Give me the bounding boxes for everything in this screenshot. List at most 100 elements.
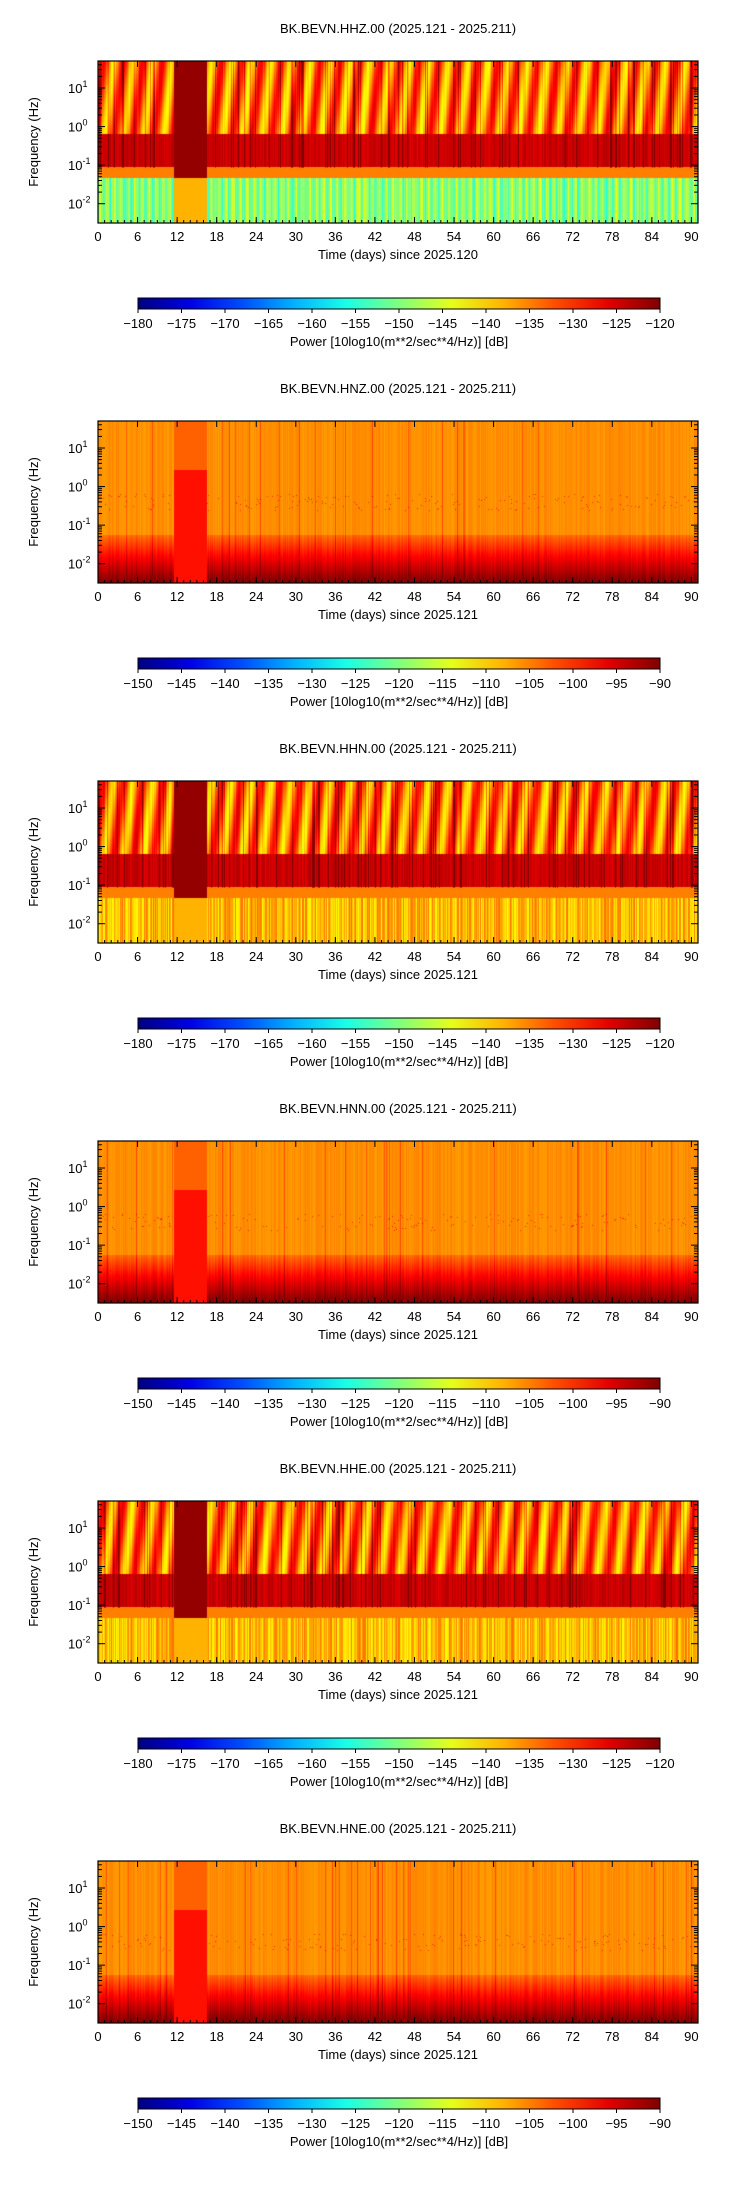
colorbar-tick-label: −175 [167,316,196,331]
spectrogram-panel: BK.BEVN.HHN.00 (2025.121 - 2025.211) 0 6 12… [26,741,699,1069]
colorbar-tick-label: −140 [210,676,239,691]
x-tick-label: 72 [565,1309,579,1324]
x-axis-label: Time (days) since 2025.121 [318,1327,478,1342]
y-tick-label: 10-2 [68,1995,90,2012]
x-tick-label: 6 [134,229,141,244]
x-tick-label: 66 [526,2029,540,2044]
colorbar-tick-label: −160 [297,316,326,331]
colorbar-tick-label: −90 [649,2116,671,2131]
colorbar-tick-label: −140 [471,1756,500,1771]
colorbar-tick-label: −145 [428,1756,457,1771]
chart-title: BK.BEVN.HNE.00 (2025.121 - 2025.211) [280,1821,517,1836]
colorbar-tick-label: −120 [645,1036,674,1051]
x-tick-label: 12 [170,589,184,604]
y-tick-label: 100 [68,478,87,495]
x-tick-label: 18 [209,949,223,964]
y-tick-label: 10-2 [68,1275,90,1292]
x-tick-label: 48 [407,2029,421,2044]
x-tick-label: 90 [684,949,698,964]
y-tick-label: 10-2 [68,915,90,932]
x-tick-label: 24 [249,949,263,964]
y-axis-label: Frequency (Hz) [26,97,41,187]
colorbar-tick-label: −145 [167,676,196,691]
x-tick-label: 78 [605,2029,619,2044]
colorbar-tick-label: −110 [472,1396,500,1411]
y-tick-label: 100 [68,838,87,855]
colorbar-tick-label: −165 [254,1036,283,1051]
colorbar-tick-label: −125 [341,2116,370,2131]
colorbar-label: Power [10log10(m**2/sec**4/Hz)] [dB] [290,2134,508,2149]
x-tick-label: 6 [134,1669,141,1684]
x-tick-label: 24 [249,1309,263,1324]
x-tick-label: 78 [605,1669,619,1684]
spectrogram-panel: BK.BEVN.HNN.00 (2025.121 - 2025.211) 0 6 12… [26,1101,699,1429]
colorbar-tick-label: −135 [254,2116,283,2131]
y-tick-label: 101 [68,439,87,456]
x-tick-label: 60 [486,589,500,604]
colorbar-tick-label: −160 [297,1036,326,1051]
colorbar-tick-label: −90 [649,1396,671,1411]
x-tick-label: 12 [170,1309,184,1324]
colorbar-tick-label: −150 [123,1396,152,1411]
x-tick-label: 60 [486,229,500,244]
x-tick-label: 36 [328,229,342,244]
spectrogram-image [98,61,698,223]
colorbar-tick-label: −90 [649,676,671,691]
x-tick-label: 42 [368,1669,382,1684]
x-axis-label: Time (days) since 2025.121 [318,967,478,982]
colorbar [137,657,661,670]
colorbar-label: Power [10log10(m**2/sec**4/Hz)] [dB] [290,334,508,349]
colorbar-tick-label: −135 [515,316,544,331]
x-tick-label: 90 [684,589,698,604]
colorbar-tick-label: −150 [384,316,413,331]
x-tick-label: 0 [94,949,101,964]
colorbar-tick-label: −150 [384,1036,413,1051]
x-tick-label: 36 [328,949,342,964]
y-tick-label: 10-1 [68,1596,90,1613]
x-tick-label: 18 [209,2029,223,2044]
x-tick-label: 0 [94,589,101,604]
colorbar-label: Power [10log10(m**2/sec**4/Hz)] [dB] [290,1054,508,1069]
x-tick-label: 42 [368,229,382,244]
colorbar-label: Power [10log10(m**2/sec**4/Hz)] [dB] [290,1414,508,1429]
colorbar-tick-label: −105 [515,676,544,691]
y-axis-label: Frequency (Hz) [26,1177,41,1267]
colorbar-tick-label: −175 [167,1036,196,1051]
colorbar-tick-label: −125 [602,1036,631,1051]
y-tick-label: 101 [68,79,87,96]
x-tick-label: 72 [565,229,579,244]
colorbar [137,2097,661,2110]
x-tick-label: 66 [526,949,540,964]
x-tick-label: 24 [249,1669,263,1684]
x-tick-label: 30 [289,2029,303,2044]
x-tick-label: 48 [407,229,421,244]
x-axis-label: Time (days) since 2025.121 [318,1687,478,1702]
colorbar [137,297,661,310]
colorbar-label: Power [10log10(m**2/sec**4/Hz)] [dB] [290,1774,508,1789]
spectrogram-image [98,1861,698,2023]
x-tick-label: 90 [684,2029,698,2044]
colorbar-tick-label: −130 [297,2116,326,2131]
colorbar-tick-label: −170 [210,316,239,331]
chart-title: BK.BEVN.HHN.00 (2025.121 - 2025.211) [279,741,517,756]
colorbar-tick-label: −170 [210,1756,239,1771]
colorbar-tick-label: −115 [428,2116,456,2131]
y-tick-label: 10-2 [68,1635,90,1652]
spectrogram-image [98,421,698,583]
x-tick-label: 54 [447,949,461,964]
colorbar-tick-label: −165 [254,1756,283,1771]
colorbar-tick-label: −105 [515,2116,544,2131]
x-axis-label: Time (days) since 2025.121 [318,607,478,622]
x-tick-label: 54 [447,1669,461,1684]
colorbar-tick-label: −135 [515,1756,544,1771]
colorbar-tick-label: −125 [341,1396,370,1411]
x-tick-label: 60 [486,2029,500,2044]
colorbar-tick-label: −100 [558,1396,587,1411]
y-tick-label: 10-1 [68,156,90,173]
y-tick-label: 101 [68,1519,87,1536]
colorbar-tick-label: −140 [210,1396,239,1411]
x-tick-label: 60 [486,1669,500,1684]
x-tick-label: 42 [368,2029,382,2044]
x-tick-label: 54 [447,229,461,244]
